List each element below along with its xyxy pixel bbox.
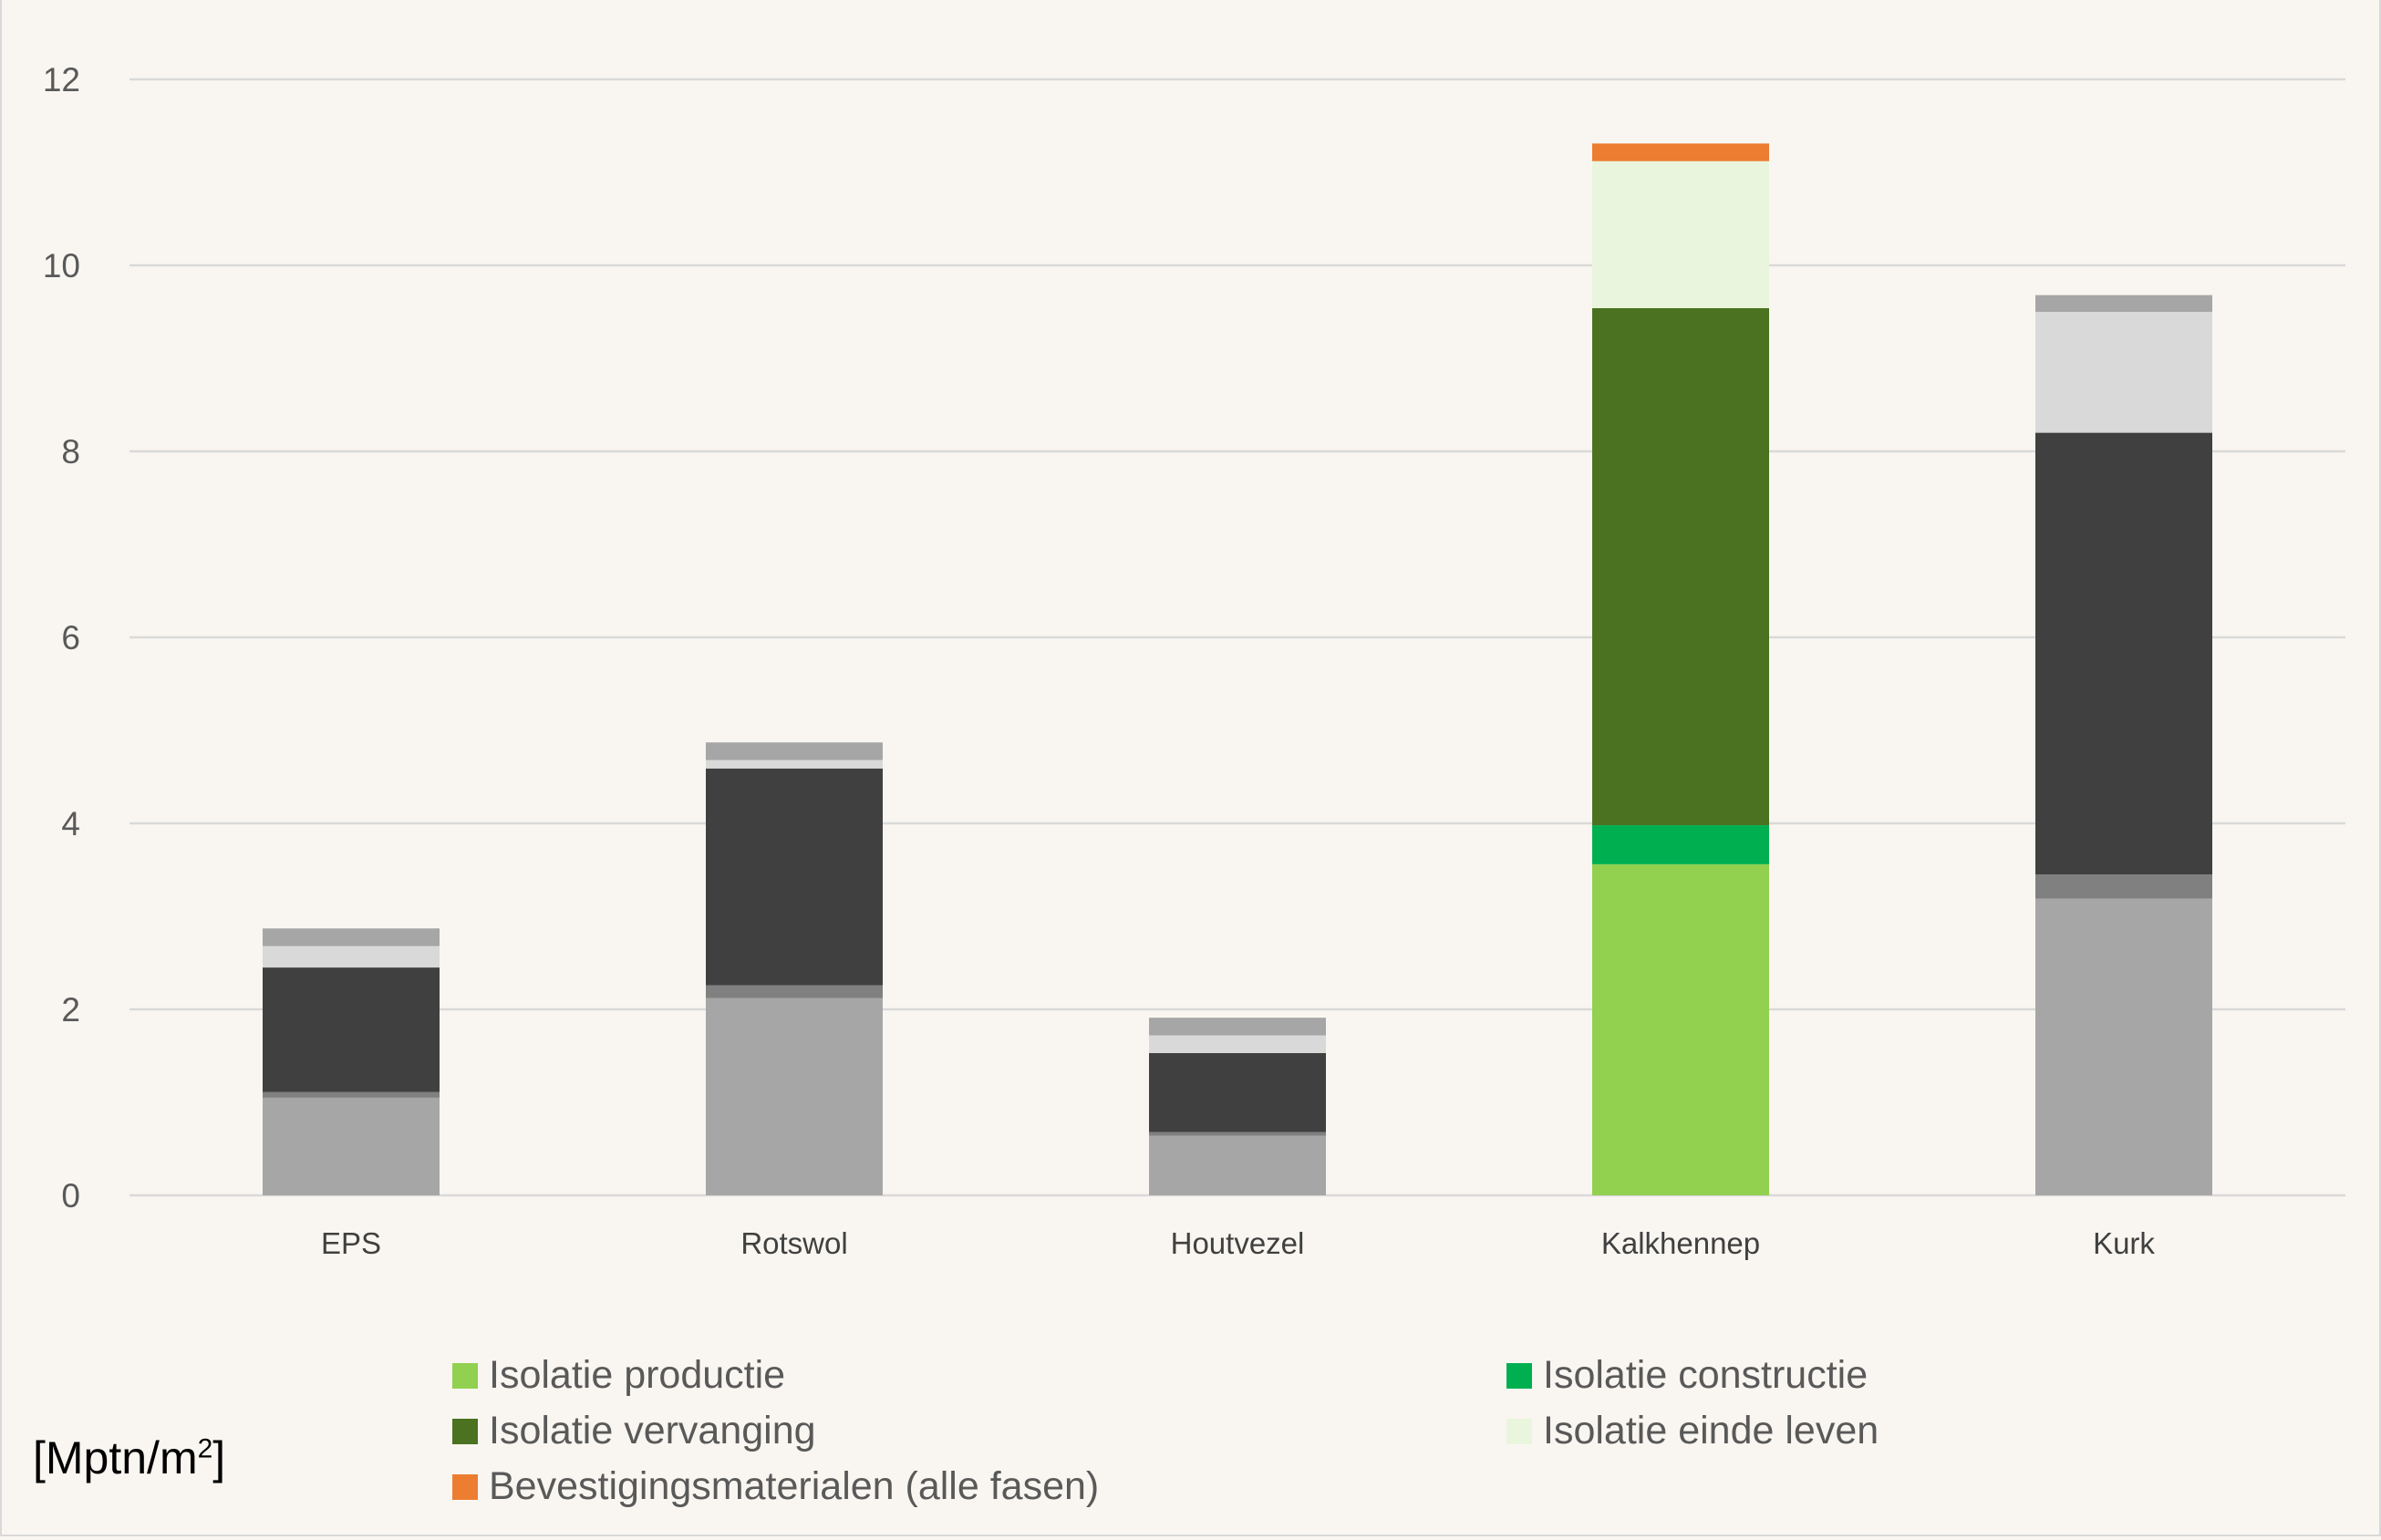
- x-tick-label: Rotswol: [740, 1226, 847, 1260]
- bar-segment: [2035, 312, 2212, 433]
- bar-segment: [2035, 295, 2212, 312]
- y-tick-label: 4: [61, 805, 80, 842]
- y-tick-label: 10: [43, 247, 80, 284]
- unit-sup: 2: [197, 1433, 213, 1464]
- y-tick-label: 0: [61, 1177, 80, 1214]
- legend-swatch: [452, 1362, 478, 1389]
- bar-segment: [1592, 825, 1769, 864]
- bar-segment: [1592, 160, 1769, 308]
- unit-base: [Mptn/m: [33, 1432, 198, 1483]
- legend-item-isolatie-einde-leven: Isolatie einde leven: [1506, 1409, 1879, 1453]
- y-tick-label: 8: [61, 433, 80, 470]
- legend-label: Isolatie vervanging: [489, 1409, 816, 1452]
- legend-item-isolatie-constructie: Isolatie constructie: [1506, 1353, 1868, 1398]
- legend-item-isolatie-productie: Isolatie productie: [452, 1353, 785, 1398]
- bar-segment: [1149, 1035, 1326, 1053]
- y-tick-label: 12: [43, 61, 80, 98]
- bar-segment: [1149, 1052, 1326, 1132]
- legend-swatch: [1506, 1362, 1532, 1389]
- bar-segment: [1149, 1018, 1326, 1036]
- bar-segment: [1149, 1132, 1326, 1136]
- y-axis-unit-label: [Mptn/m2]: [33, 1431, 225, 1484]
- bar-segment: [706, 985, 883, 998]
- legend-swatch: [452, 1473, 478, 1500]
- bar-segment: [1592, 863, 1769, 1195]
- bar-segment: [706, 768, 883, 986]
- bar-segment: [706, 742, 883, 760]
- bar-segment: [263, 1097, 440, 1195]
- x-tick-label: Houtvezel: [1171, 1226, 1305, 1260]
- bar-segment: [1592, 307, 1769, 826]
- y-tick-label: 2: [61, 991, 80, 1028]
- bar-segment: [706, 997, 883, 1195]
- bar-segment: [2035, 432, 2212, 875]
- bar-segment: [2035, 898, 2212, 1195]
- legend-swatch: [1506, 1418, 1532, 1444]
- x-tick-label: Kalkhennep: [1601, 1226, 1760, 1260]
- bar-segment: [263, 946, 440, 968]
- bar-segment: [1149, 1135, 1326, 1195]
- bar-segment: [1592, 143, 1769, 161]
- bar-segment: [2035, 874, 2212, 899]
- legend-label: Bevestigingsmaterialen (alle fasen): [489, 1464, 1100, 1508]
- legend-item-isolatie-vervanging: Isolatie vervanging: [452, 1409, 816, 1453]
- bar-segment: [263, 1091, 440, 1098]
- bar-segment: [263, 928, 440, 946]
- bar-segment: [706, 760, 883, 769]
- legend-label: Isolatie productie: [489, 1353, 786, 1397]
- x-tick-label: Kurk: [2093, 1226, 2155, 1260]
- bar-segment: [263, 967, 440, 1092]
- y-tick-label: 6: [61, 619, 80, 656]
- legend-swatch: [452, 1418, 478, 1444]
- unit-end: ]: [212, 1432, 226, 1483]
- legend-item-bevestigingsmaterialen: Bevestigingsmaterialen (alle fasen): [452, 1464, 1099, 1509]
- legend-label: Isolatie einde leven: [1543, 1409, 1879, 1452]
- legend-label: Isolatie constructie: [1543, 1353, 1869, 1397]
- x-tick-label: EPS: [321, 1226, 381, 1260]
